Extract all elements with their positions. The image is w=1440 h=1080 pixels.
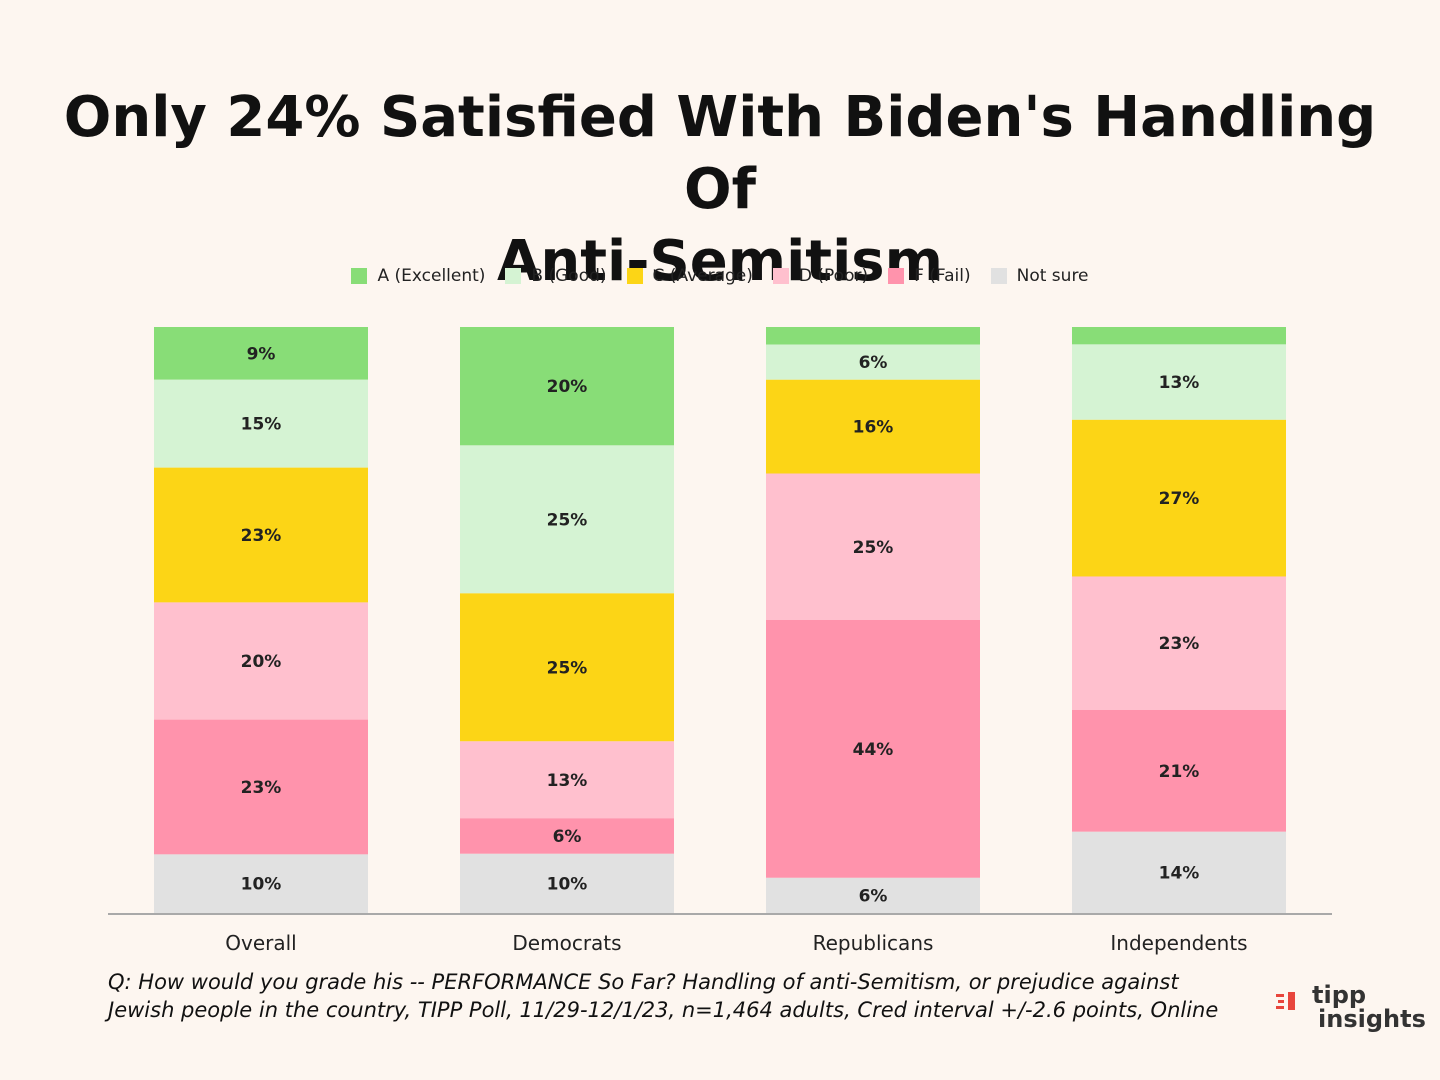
legend-item-not-sure: Not sure: [990, 266, 1089, 286]
data-label-democrats-4: 13%: [547, 771, 588, 791]
data-label-republicans-5: 44%: [853, 740, 894, 760]
data-label-republicans-3: 16%: [853, 418, 894, 438]
bar-segment-republicans-4: [766, 473, 980, 620]
legend-item-f: F (Fail): [888, 266, 971, 286]
chart-title-line-2: Anti-Semitism: [497, 229, 943, 294]
bar-segment-republicans-3: [766, 379, 980, 474]
bar-segment-independents-4: [1072, 576, 1286, 710]
bar-segment-overall-4: [154, 602, 368, 720]
legend-swatch-a: [351, 268, 368, 284]
bar-segment-democrats-2: [460, 445, 674, 594]
legend-swatch-c: [626, 268, 643, 284]
bar-segment-democrats-6: [460, 853, 674, 913]
data-label-democrats-5: 6%: [553, 827, 582, 847]
category-label-overall: Overall: [225, 931, 296, 955]
data-label-independents-5: 21%: [1159, 762, 1200, 782]
bar-segment-overall-3: [154, 467, 368, 603]
bar-segment-independents-5: [1072, 709, 1286, 832]
data-label-overall-2: 15%: [241, 415, 282, 435]
legend-label-a: A (Excellent): [377, 266, 486, 286]
legend-label-f: F (Fail): [914, 266, 971, 286]
data-label-democrats-6: 10%: [547, 874, 588, 894]
category-label-republicans: Republicans: [813, 931, 934, 955]
data-label-democrats-1: 20%: [547, 377, 588, 397]
logo-mark-icon: [1276, 992, 1295, 1010]
data-label-independents-4: 23%: [1159, 634, 1200, 654]
bar-segment-overall-5: [154, 719, 368, 855]
bar-segment-republicans-6: [766, 877, 980, 913]
data-label-overall-6: 10%: [241, 875, 282, 895]
bar-segment-democrats-5: [460, 818, 674, 854]
bar-segment-democrats-1: [460, 327, 674, 446]
logo-text-top: tipp: [1312, 981, 1367, 1009]
bar-segment-republicans-1: [766, 327, 980, 345]
legend-item-b: B (Good): [505, 266, 607, 286]
legend-item-d: D (Poor): [772, 266, 869, 286]
bar-segment-independents-2: [1072, 344, 1286, 420]
bar-segment-independents-6: [1072, 831, 1286, 913]
data-label-republicans-2: 6%: [859, 353, 888, 373]
legend-label-b: B (Good): [531, 266, 607, 286]
footnote-line-2: Jewish people in the country, TIPP Poll,…: [108, 998, 1219, 1022]
bar-segment-overall-6: [154, 854, 368, 913]
category-label-democrats: Democrats: [512, 931, 621, 955]
data-label-overall-4: 20%: [241, 652, 282, 672]
legend-label-not-sure: Not sure: [1016, 266, 1089, 286]
data-label-overall-1: 9%: [247, 344, 276, 364]
legend-swatch-b: [505, 268, 522, 284]
data-label-republicans-6: 6%: [859, 886, 888, 906]
logo-text-bottom: insights: [1318, 1005, 1426, 1033]
bar-segment-republicans-5: [766, 620, 980, 878]
legend-item-a: A (Excellent): [351, 266, 485, 286]
data-label-independents-3: 27%: [1159, 489, 1200, 509]
footnote: Q: How would you grade his -- PERFORMANC…: [108, 968, 1268, 1024]
chart-title-line-1: Only 24% Satisfied With Biden's Handling…: [63, 85, 1377, 222]
legend: A (Excellent) B (Good) C (Average) D (Po…: [0, 266, 1440, 286]
bar-segment-republicans-2: [766, 344, 980, 380]
data-label-republicans-4: 25%: [853, 538, 894, 558]
data-label-independents-2: 13%: [1159, 373, 1200, 393]
tipp-insights-logo: tipp insights: [1276, 982, 1426, 1038]
data-label-independents-6: 14%: [1159, 863, 1200, 883]
bar-segment-overall-1: [154, 327, 368, 380]
legend-label-c: C (Average): [652, 266, 753, 286]
category-label-independents: Independents: [1110, 931, 1247, 955]
legend-label-d: D (Poor): [798, 266, 869, 286]
footnote-line-1: Q: How would you grade his -- PERFORMANC…: [108, 970, 1179, 994]
legend-swatch-not-sure: [990, 268, 1007, 284]
data-label-democrats-3: 25%: [547, 658, 588, 678]
data-label-overall-3: 23%: [241, 526, 282, 546]
bar-segment-independents-3: [1072, 419, 1286, 577]
bar-segment-overall-2: [154, 379, 368, 468]
bar-segment-democrats-3: [460, 593, 674, 742]
data-label-democrats-2: 25%: [547, 510, 588, 530]
legend-swatch-f: [888, 268, 905, 284]
bar-segment-independents-1: [1072, 327, 1286, 345]
bar-segment-democrats-4: [460, 741, 674, 819]
legend-item-c: C (Average): [626, 266, 753, 286]
chart-title: Only 24% Satisfied With Biden's Handling…: [60, 82, 1380, 298]
legend-swatch-d: [772, 268, 789, 284]
data-label-overall-5: 23%: [241, 778, 282, 798]
